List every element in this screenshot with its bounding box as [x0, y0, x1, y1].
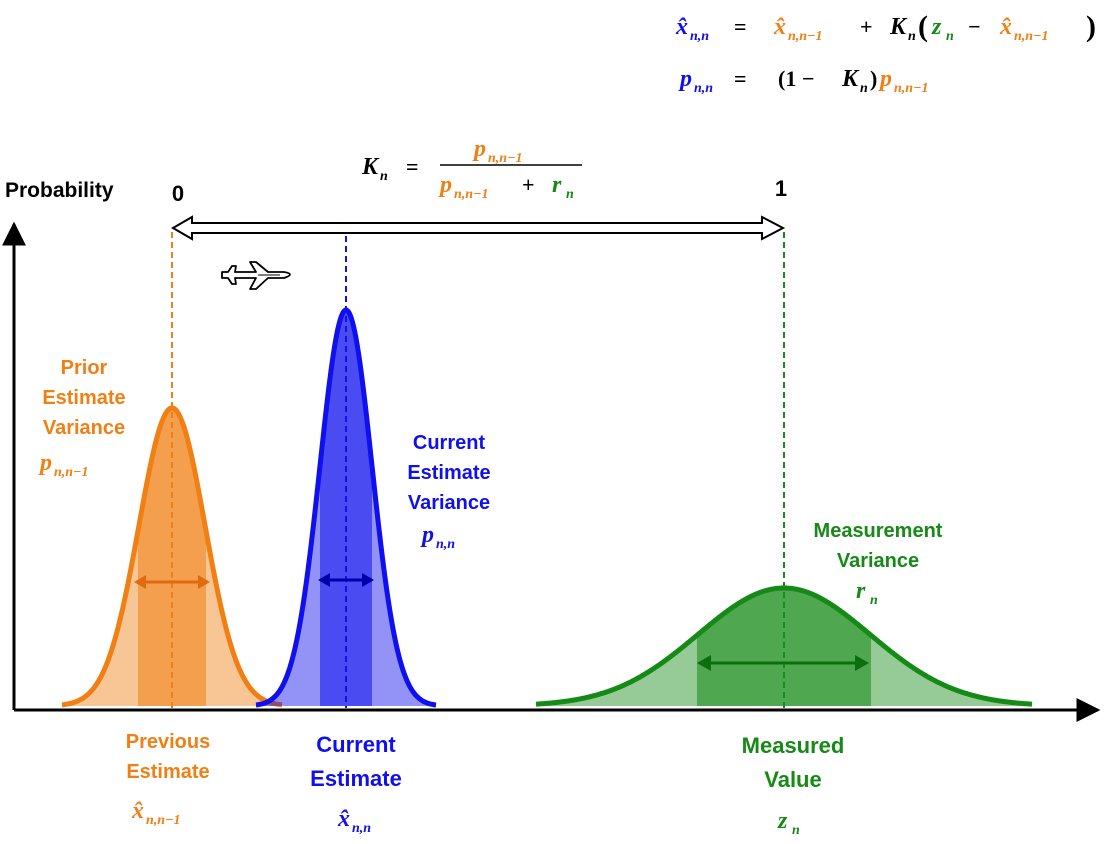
current-variance-line-2: Estimate	[407, 462, 490, 484]
eq-current-variance-sub: n,n	[694, 81, 713, 96]
eq-kgain-numerator: p	[472, 136, 486, 162]
eq-kgain-denominator-r-sub: n	[566, 187, 574, 202]
previous-estimate-symbol: x̂	[131, 798, 144, 824]
current-variance-line-1: Current	[413, 432, 486, 454]
eq-var-prior-symbol: p	[878, 66, 892, 92]
gain-double-arrow	[171, 215, 786, 241]
current-variance-sub: n,n	[436, 537, 455, 552]
eq-current-variance-symbol: p	[678, 66, 692, 92]
measurement-variance-label: Measurement Variance r n	[814, 520, 943, 608]
measured-value-line-1: Measured	[742, 733, 845, 758]
eq-var-gain-sub: n	[860, 81, 868, 96]
eq-measurement-symbol: z	[931, 14, 942, 40]
variance-update-equation: p n,n = (1 − K n ) p n,n−1	[678, 66, 929, 96]
eq-paren-close: )	[1086, 10, 1096, 43]
eq-measurement-sub: n	[946, 29, 954, 44]
eq-kgain-denominator-r: r	[552, 172, 562, 198]
eq-var-close: )	[870, 66, 877, 91]
current-estimate-label: Current Estimate x̂ n,n	[310, 732, 402, 836]
eq-kgain-numerator-sub: n,n−1	[488, 151, 523, 166]
previous-estimate-line-1: Previous	[126, 731, 210, 753]
eq-gain-symbol: K	[889, 14, 908, 40]
measured-value-sub: n	[792, 823, 800, 838]
prior-variance-line-1: Prior	[61, 357, 108, 379]
eq-current-estimate-sub: n,n	[690, 29, 709, 44]
eq-kgain-symbol: K	[361, 154, 380, 180]
eq-kgain-equals: =	[406, 154, 419, 179]
previous-estimate-sub: n,n−1	[146, 813, 181, 828]
gain-scale-zero: 0	[172, 181, 184, 206]
eq-kgain-denominator-p-sub: n,n−1	[454, 187, 489, 202]
state-update-equation: x̂ n,n = x̂ n,n−1 + K n ( z n − x̂ n,n−1…	[675, 10, 1096, 44]
current-estimate-sub: n,n	[352, 821, 371, 836]
eq-prior-estimate-sub: n,n−1	[788, 29, 823, 44]
measurement-variance-symbol: r	[856, 578, 866, 604]
measurement-variance-arrow	[697, 655, 869, 671]
eq-paren-open: (	[918, 10, 928, 43]
current-variance-symbol: p	[420, 522, 434, 548]
prior-variance-line-3: Variance	[43, 417, 125, 439]
eq-var-one-minus: (1 −	[778, 66, 814, 91]
eq-equals: =	[734, 14, 747, 39]
eq-prior-estimate-sub-2: n,n−1	[1014, 29, 1049, 44]
y-axis-label: Probability	[5, 179, 114, 202]
measured-value-label: Measured Value z n	[742, 733, 845, 838]
eq-plus: +	[860, 14, 873, 39]
eq-var-prior-sub: n,n−1	[894, 81, 929, 96]
gain-scale-one: 1	[775, 176, 787, 201]
current-variance-label: Current Estimate Variance p n,n	[407, 432, 490, 552]
measured-value-line-2: Value	[764, 767, 821, 792]
previous-estimate-label: Previous Estimate x̂ n,n−1	[126, 731, 210, 828]
eq-kgain-sub: n	[380, 169, 388, 184]
measurement-variance-sub: n	[870, 593, 878, 608]
current-estimate-line-1: Current	[316, 732, 396, 757]
eq-prior-estimate-symbol-2: x̂	[999, 14, 1012, 40]
airplane-icon	[221, 261, 291, 290]
eq-kgain-denominator-p: p	[438, 172, 452, 198]
kalman-gain-equation: K n = p n,n−1 p n,n−1 + r n	[361, 136, 582, 202]
current-variance-line-3: Variance	[408, 492, 490, 514]
previous-estimate-line-2: Estimate	[126, 761, 209, 783]
prior-variance-arrow	[134, 575, 210, 589]
eq-gain-sub: n	[908, 29, 916, 44]
measured-value-symbol: z	[777, 808, 788, 834]
eq-current-estimate-symbol: x̂	[675, 14, 688, 40]
eq-var-equals: =	[734, 66, 747, 91]
eq-var-gain-symbol: K	[841, 66, 860, 92]
prior-variance-symbol: p	[38, 450, 52, 476]
prior-variance-label: Prior Estimate Variance p n,n−1	[38, 357, 126, 480]
eq-minus: −	[968, 14, 981, 39]
eq-kgain-denominator-plus: +	[522, 172, 535, 197]
current-estimate-symbol: x̂	[337, 806, 350, 832]
measurement-variance-line-1: Measurement	[814, 520, 943, 542]
current-estimate-line-2: Estimate	[310, 766, 402, 791]
prior-variance-line-2: Estimate	[42, 387, 125, 409]
axes: Probability	[1, 179, 1101, 722]
current-variance-arrow	[318, 573, 374, 587]
measurement-variance-line-2: Variance	[837, 550, 919, 572]
gain-scale: 0 1	[171, 176, 787, 241]
eq-prior-estimate-symbol: x̂	[773, 14, 786, 40]
prior-variance-sub: n,n−1	[54, 465, 89, 480]
